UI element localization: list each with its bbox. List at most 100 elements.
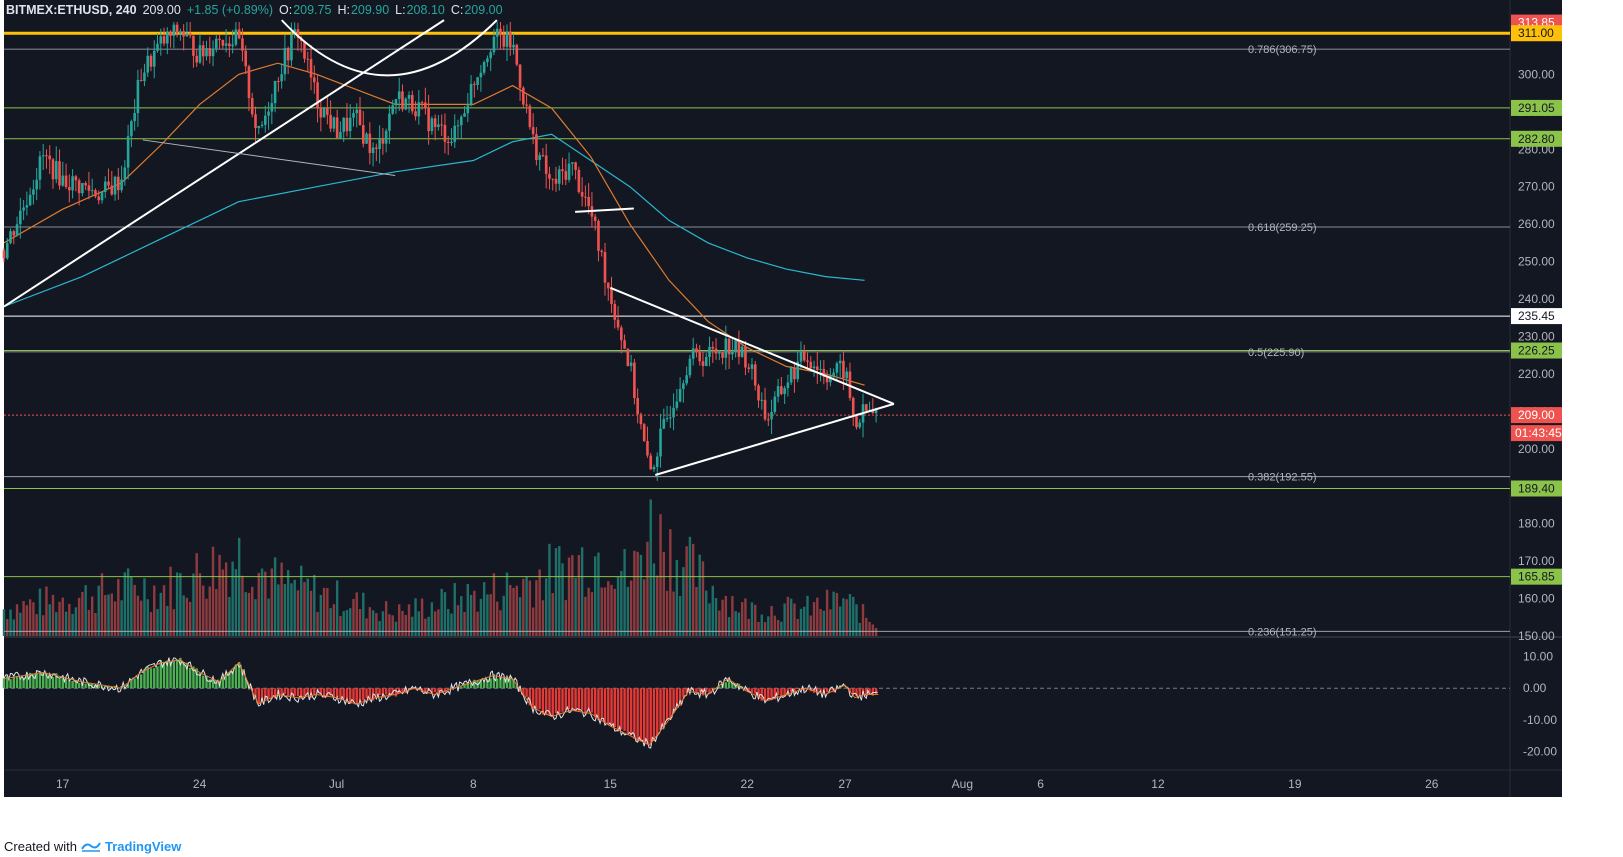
oscillator-histogram-bar <box>6 676 9 689</box>
volume-bar <box>512 587 515 636</box>
volume-bar <box>620 570 623 636</box>
volume-bar <box>558 546 561 636</box>
candle-body <box>584 196 587 198</box>
candle-body <box>25 205 29 208</box>
volume-bar <box>433 611 437 636</box>
volume-series <box>2 499 878 636</box>
tradingview-link[interactable]: TradingView <box>104 838 182 854</box>
candle-body <box>737 340 741 357</box>
high-label: H: <box>337 3 350 17</box>
oscillator-histogram-bar <box>528 688 532 706</box>
volume-bar <box>711 585 714 636</box>
oscillator-histogram-bar <box>335 688 339 698</box>
candle-body <box>319 107 323 118</box>
symbol-legend: BITMEX:ETHUSD, 240 209.00 +1.85 (+0.89%) O:… <box>6 3 503 17</box>
volume-bar <box>384 601 388 636</box>
oscillator-histogram-bar <box>77 682 81 689</box>
volume-bar <box>391 615 394 636</box>
candle-body <box>371 147 375 154</box>
candle-body <box>270 103 274 112</box>
open-value: 209.75 <box>293 3 331 17</box>
volume-bar <box>9 609 12 636</box>
candle-body <box>675 401 679 408</box>
fib-level-label: 0.618(259.25) <box>1248 222 1317 234</box>
oscillator-histogram-bar <box>665 688 669 721</box>
oscillator-histogram-bar <box>349 688 352 704</box>
volume-bar <box>427 616 430 636</box>
volume-bar <box>84 585 87 636</box>
volume-bar <box>313 574 316 636</box>
volume-bar <box>548 543 551 636</box>
volume-bar <box>309 590 313 636</box>
candle-body <box>175 24 179 34</box>
oscillator-histogram-bar <box>185 662 189 689</box>
candle-body <box>740 346 744 357</box>
candle-body <box>453 125 457 142</box>
price-level-badge <box>1511 130 1562 147</box>
candle-body <box>195 55 199 63</box>
volume-bar <box>335 580 339 636</box>
candle-body <box>35 179 38 190</box>
oscillator-histogram-bar <box>678 688 682 706</box>
volume-bar <box>848 594 852 636</box>
candle-body <box>819 368 822 370</box>
oscillator-histogram-bar <box>776 688 780 696</box>
volume-bar <box>829 609 832 636</box>
oscillator-histogram-bar <box>535 688 538 710</box>
volume-bar <box>388 614 391 636</box>
oscillator-histogram-bar <box>620 688 623 730</box>
oscillator-histogram-bar <box>489 678 492 689</box>
oscillator-histogram-bar <box>107 685 110 689</box>
volume-bar <box>12 619 15 636</box>
oscillator-histogram-bar <box>430 688 434 694</box>
oscillator-histogram-bar <box>727 678 731 689</box>
time-tick-label: 19 <box>1288 777 1302 791</box>
oscillator-histogram-bar <box>858 688 861 697</box>
countdown-label: 01:43:45 <box>1515 426 1562 440</box>
candle-body <box>205 48 208 57</box>
volume-bar <box>649 499 652 636</box>
candle-body <box>348 117 352 132</box>
candle-body <box>130 121 133 137</box>
volume-bar <box>819 609 822 636</box>
candle-body <box>711 346 715 349</box>
candle-body <box>28 194 32 206</box>
oscillator-histogram-bar <box>130 679 133 689</box>
candle-body <box>825 376 829 383</box>
volume-bar <box>865 617 868 636</box>
candle-body <box>695 348 698 353</box>
oscillator-histogram-bar <box>159 660 162 689</box>
candle-body <box>845 371 848 379</box>
candle-body <box>273 80 277 104</box>
candle-body <box>283 47 287 75</box>
candle-body <box>241 38 244 51</box>
volume-bar <box>453 583 456 636</box>
candle-body <box>829 375 832 383</box>
volume-bar <box>371 610 375 636</box>
price-level-badge-label: 282.80 <box>1518 132 1555 146</box>
oscillator-histogram-bar <box>616 688 620 732</box>
volume-bar <box>254 599 257 636</box>
volume-bar <box>786 596 790 636</box>
candle-body <box>456 125 460 127</box>
volume-bar <box>162 585 166 636</box>
oscillator-tick-label: -20.00 <box>1523 744 1557 758</box>
volume-bar <box>81 592 84 636</box>
oscillator-histogram-bar <box>482 680 486 689</box>
oscillator-histogram-bar <box>61 675 64 689</box>
candle-body <box>97 196 101 201</box>
price-change: +1.85 (+0.89%) <box>187 3 273 17</box>
candle-body <box>107 181 110 186</box>
price-level-badge-label: 189.40 <box>1518 481 1555 495</box>
oscillator-histogram-bar <box>35 673 38 689</box>
price-level-badge <box>1511 308 1562 325</box>
candle-body <box>417 102 421 117</box>
oscillator-histogram-bar <box>698 688 701 692</box>
volume-bar <box>757 622 760 636</box>
candle-body <box>224 43 228 46</box>
volume-bar <box>175 572 179 636</box>
tradingview-logo-icon <box>81 842 101 852</box>
volume-bar <box>188 601 192 636</box>
price-level-badge <box>1511 480 1562 497</box>
volume-bar <box>398 604 401 636</box>
